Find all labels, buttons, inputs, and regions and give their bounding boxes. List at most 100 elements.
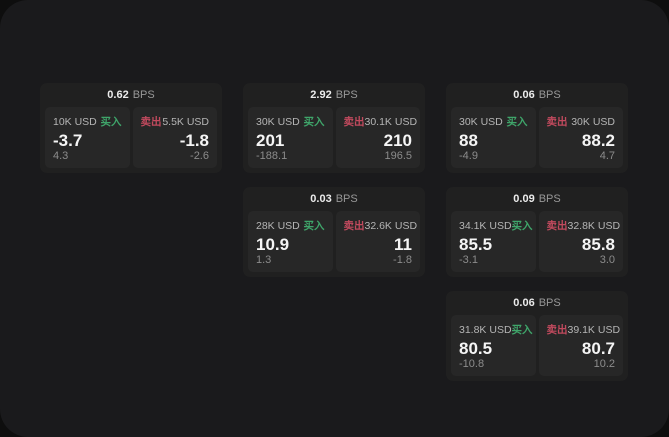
buy-side-label: 买入 bbox=[100, 116, 122, 128]
sell-panel[interactable]: 卖出 5.5K USD -1.8 -2.6 bbox=[132, 107, 217, 168]
sell-panel[interactable]: 卖出 30K USD 88.2 4.7 bbox=[538, 107, 623, 168]
buy-amount: 30K USD bbox=[256, 115, 300, 128]
card-header: 0.09 BPS bbox=[446, 187, 628, 211]
quote-panels: 34.1K USD 买入 85.5 -3.1 卖出 32.8K USD 85.8… bbox=[446, 211, 628, 277]
sell-amount: 30K USD bbox=[571, 115, 615, 128]
sell-amount: 32.6K USD bbox=[364, 219, 418, 232]
bps-unit-label: BPS bbox=[335, 193, 358, 205]
sell-panel-top-row: 卖出 30K USD bbox=[547, 114, 616, 129]
buy-side-label: 买入 bbox=[303, 116, 325, 128]
sell-side-label: 卖出 bbox=[343, 116, 365, 128]
buy-price: -3.7 bbox=[53, 130, 83, 150]
sell-sub-value: 3.0 bbox=[599, 254, 615, 266]
quote-panels: 10K USD 买入 -3.7 4.3 卖出 5.5K USD -1.8 -2.… bbox=[40, 107, 222, 173]
quote-cards-grid: 0.62 BPS 10K USD 买入 -3.7 4.3 卖出 5.5K USD… bbox=[40, 83, 628, 381]
sell-panel-top-row: 卖出 32.6K USD bbox=[343, 218, 418, 233]
bps-value: 0.06 bbox=[513, 89, 535, 101]
sell-price: 210 bbox=[383, 130, 412, 150]
sell-sub-value: -2.6 bbox=[190, 150, 209, 162]
bps-value: 0.09 bbox=[513, 193, 535, 205]
buy-sub-value: 4.3 bbox=[53, 150, 69, 162]
buy-side-label: 买入 bbox=[511, 220, 533, 232]
buy-side-label: 买入 bbox=[303, 220, 325, 232]
bps-unit-label: BPS bbox=[538, 89, 561, 101]
sell-side-label: 卖出 bbox=[546, 324, 568, 336]
buy-panel-top-row: 31.8K USD 买入 bbox=[459, 322, 533, 337]
buy-price: 80.5 bbox=[459, 338, 493, 358]
quote-card[interactable]: 0.09 BPS 34.1K USD 买入 85.5 -3.1 卖出 32.8K… bbox=[446, 187, 628, 277]
card-header: 0.62 BPS bbox=[40, 83, 222, 107]
sell-sub-value: -1.8 bbox=[393, 254, 412, 266]
buy-sub-value: -188.1 bbox=[256, 150, 288, 162]
sell-panel[interactable]: 卖出 30.1K USD 210 196.5 bbox=[335, 107, 420, 168]
bps-unit-label: BPS bbox=[335, 89, 358, 101]
sell-price: -1.8 bbox=[179, 130, 209, 150]
bps-unit-label: BPS bbox=[132, 89, 155, 101]
buy-panel-top-row: 34.1K USD 买入 bbox=[459, 218, 533, 233]
quote-panels: 28K USD 买入 10.9 1.3 卖出 32.6K USD 11 -1.8 bbox=[243, 211, 425, 277]
buy-amount: 28K USD bbox=[256, 219, 300, 232]
buy-amount: 34.1K USD bbox=[459, 219, 512, 232]
sell-amount: 30.1K USD bbox=[364, 115, 418, 128]
sell-panel-top-row: 卖出 39.1K USD bbox=[546, 322, 621, 337]
bps-value: 0.62 bbox=[107, 89, 129, 101]
buy-side-label: 买入 bbox=[506, 116, 528, 128]
sell-panel[interactable]: 卖出 39.1K USD 80.7 10.2 bbox=[538, 315, 623, 376]
quote-panels: 31.8K USD 买入 80.5 -10.8 卖出 39.1K USD 80.… bbox=[446, 315, 628, 381]
quote-panels: 30K USD 买入 201 -188.1 卖出 30.1K USD 210 1… bbox=[243, 107, 425, 173]
bps-value: 2.92 bbox=[310, 89, 332, 101]
buy-panel[interactable]: 34.1K USD 买入 85.5 -3.1 bbox=[451, 211, 536, 272]
card-header: 0.03 BPS bbox=[243, 187, 425, 211]
sell-side-label: 卖出 bbox=[140, 116, 162, 128]
buy-panel[interactable]: 28K USD 买入 10.9 1.3 bbox=[248, 211, 333, 272]
sell-panel-top-row: 卖出 30.1K USD bbox=[343, 114, 418, 129]
bps-unit-label: BPS bbox=[538, 297, 561, 309]
buy-panel[interactable]: 30K USD 买入 201 -188.1 bbox=[248, 107, 333, 168]
quote-card[interactable]: 0.62 BPS 10K USD 买入 -3.7 4.3 卖出 5.5K USD… bbox=[40, 83, 222, 173]
quote-card[interactable]: 0.03 BPS 28K USD 买入 10.9 1.3 卖出 32.6K US… bbox=[243, 187, 425, 277]
buy-sub-value: -3.1 bbox=[459, 254, 478, 266]
sell-sub-value: 196.5 bbox=[384, 150, 412, 162]
sell-side-label: 卖出 bbox=[546, 116, 568, 128]
buy-amount: 31.8K USD bbox=[459, 323, 512, 336]
quote-panels: 30K USD 买入 88 -4.9 卖出 30K USD 88.2 4.7 bbox=[446, 107, 628, 173]
sell-panel[interactable]: 卖出 32.6K USD 11 -1.8 bbox=[335, 211, 420, 272]
buy-panel[interactable]: 30K USD 买入 88 -4.9 bbox=[451, 107, 536, 168]
buy-panel[interactable]: 31.8K USD 买入 80.5 -10.8 bbox=[451, 315, 536, 376]
sell-side-label: 卖出 bbox=[343, 220, 365, 232]
quote-card[interactable]: 0.06 BPS 30K USD 买入 88 -4.9 卖出 30K USD 8… bbox=[446, 83, 628, 173]
bps-value: 0.03 bbox=[310, 193, 332, 205]
sell-sub-value: 4.7 bbox=[599, 150, 615, 162]
sell-sub-value: 10.2 bbox=[593, 358, 615, 370]
sell-amount: 5.5K USD bbox=[162, 115, 209, 128]
buy-side-label: 买入 bbox=[511, 324, 533, 336]
buy-panel-top-row: 10K USD 买入 bbox=[53, 114, 122, 129]
buy-panel-top-row: 30K USD 买入 bbox=[459, 114, 528, 129]
sell-panel-top-row: 卖出 5.5K USD bbox=[141, 114, 210, 129]
quote-card[interactable]: 0.06 BPS 31.8K USD 买入 80.5 -10.8 卖出 39.1… bbox=[446, 291, 628, 381]
buy-price: 85.5 bbox=[459, 234, 493, 254]
buy-panel[interactable]: 10K USD 买入 -3.7 4.3 bbox=[45, 107, 130, 168]
sell-price: 88.2 bbox=[581, 130, 615, 150]
buy-sub-value: 1.3 bbox=[256, 254, 272, 266]
buy-amount: 30K USD bbox=[459, 115, 503, 128]
sell-price: 85.8 bbox=[581, 234, 615, 254]
sell-price: 80.7 bbox=[581, 338, 615, 358]
bps-value: 0.06 bbox=[513, 297, 535, 309]
buy-panel-top-row: 28K USD 买入 bbox=[256, 218, 325, 233]
buy-price: 201 bbox=[256, 130, 285, 150]
buy-amount: 10K USD bbox=[53, 115, 97, 128]
quote-card[interactable]: 2.92 BPS 30K USD 买入 201 -188.1 卖出 30.1K … bbox=[243, 83, 425, 173]
buy-sub-value: -10.8 bbox=[459, 358, 485, 370]
sell-panel[interactable]: 卖出 32.8K USD 85.8 3.0 bbox=[538, 211, 623, 272]
sell-amount: 39.1K USD bbox=[567, 323, 621, 336]
card-header: 2.92 BPS bbox=[243, 83, 425, 107]
card-header: 0.06 BPS bbox=[446, 83, 628, 107]
card-header: 0.06 BPS bbox=[446, 291, 628, 315]
buy-panel-top-row: 30K USD 买入 bbox=[256, 114, 325, 129]
bps-unit-label: BPS bbox=[538, 193, 561, 205]
buy-price: 88 bbox=[459, 130, 478, 150]
sell-amount: 32.8K USD bbox=[567, 219, 621, 232]
sell-side-label: 卖出 bbox=[546, 220, 568, 232]
